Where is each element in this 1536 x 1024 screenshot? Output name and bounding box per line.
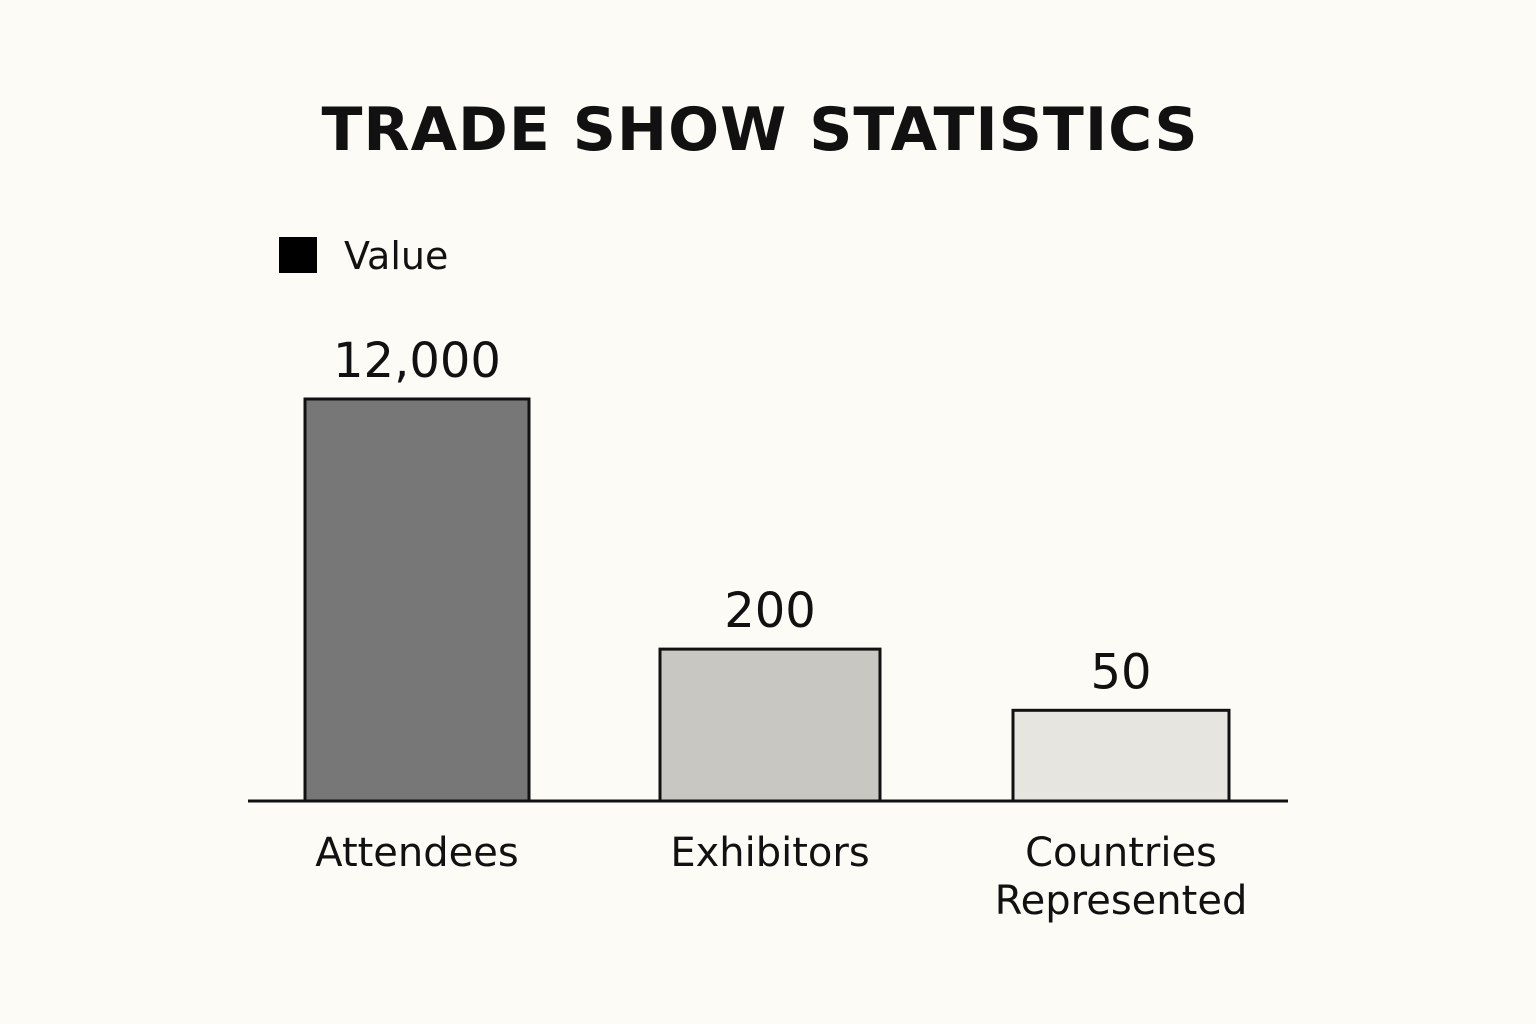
bars: 12,000 Attendees 200 Exhibitors 50 CountriesR… bbox=[303, 333, 1248, 924]
legend-swatch bbox=[279, 237, 317, 273]
legend: Value bbox=[279, 234, 448, 278]
category-label: Represented bbox=[995, 878, 1248, 924]
bar-attendees bbox=[303, 397, 531, 803]
category-label: Exhibitors bbox=[670, 830, 869, 876]
data-label: 50 bbox=[1090, 644, 1151, 700]
legend-label: Value bbox=[344, 234, 448, 278]
category-label: Attendees bbox=[315, 830, 518, 876]
bar-countries-represented bbox=[1011, 708, 1231, 803]
bar-exhibitors bbox=[658, 647, 882, 803]
chart-title: TRADE SHOW STATISTICS bbox=[321, 95, 1198, 165]
data-label: 200 bbox=[724, 583, 816, 639]
category-label: Countries bbox=[1025, 830, 1217, 876]
data-label: 12,000 bbox=[333, 333, 501, 389]
